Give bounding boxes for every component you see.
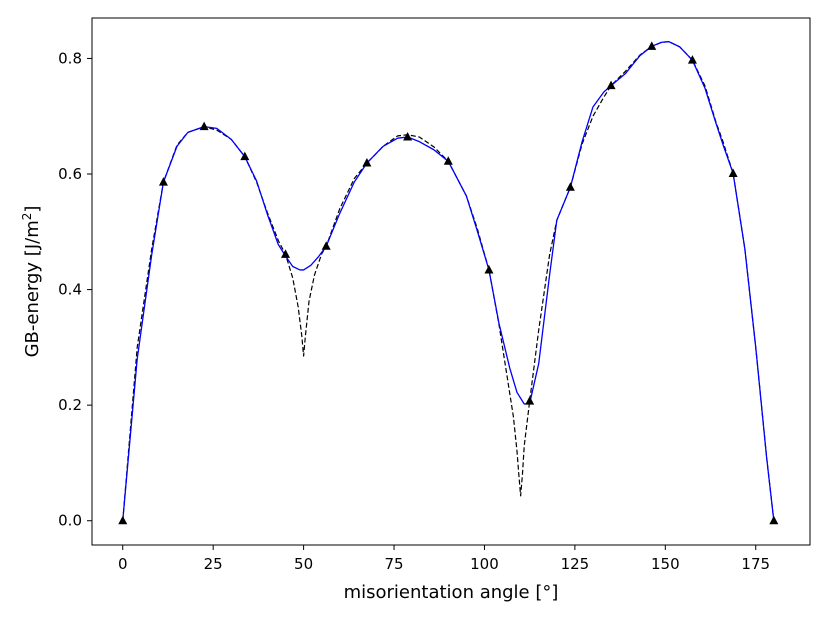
data-point-marker [240,151,250,161]
x-tick-label: 75 [384,555,403,573]
y-axis-label: GB-energy [J/m2] [20,206,43,358]
y-tick-label: 0.6 [58,165,82,183]
x-axis-label: misorientation angle [°] [344,582,559,603]
y-axis-label-superscript: 2 [20,213,34,221]
data-point-marker [281,249,291,258]
x-tick-label: 125 [561,555,590,573]
y-axis-label-main: GB-energy [J/m [22,220,43,357]
data-point-marker [158,177,168,186]
solid-fit-line [122,41,775,521]
data-point-marker [403,132,413,141]
data-point-marker [443,156,453,165]
data-point-marker [769,515,779,525]
y-tick-label: 0.0 [58,512,82,530]
data-point-marker [362,158,372,167]
data-point-marker [606,80,616,90]
x-tick-label: 100 [470,555,499,573]
plot-layer [118,41,779,525]
y-axis-label-end: ] [22,206,43,213]
y-tick-label: 0.4 [58,281,82,299]
x-tick-label: 50 [294,555,313,573]
y-tick-label: 0.2 [58,396,82,414]
data-point-marker [321,241,331,250]
data-point-marker [647,41,657,50]
data-point-marker [525,396,535,405]
y-tick-label: 0.8 [58,49,82,67]
data-point-marker [118,515,128,525]
data-point-marker [484,264,494,274]
data-point-marker [728,168,738,177]
data-point-marker [199,121,209,131]
ticks-layer: 0 25 50 75 100 125 150 175 0.0 0.2 0.4 0.6 0.8 [58,49,770,573]
x-tick-label: 150 [651,555,680,573]
x-tick-label: 0 [118,555,128,573]
x-tick-label: 175 [741,555,770,573]
x-tick-label: 25 [204,555,223,573]
dashed-fit-line [122,41,775,521]
data-point-marker [565,182,575,191]
data-point-marker [687,55,697,64]
plot-frame [91,17,811,546]
